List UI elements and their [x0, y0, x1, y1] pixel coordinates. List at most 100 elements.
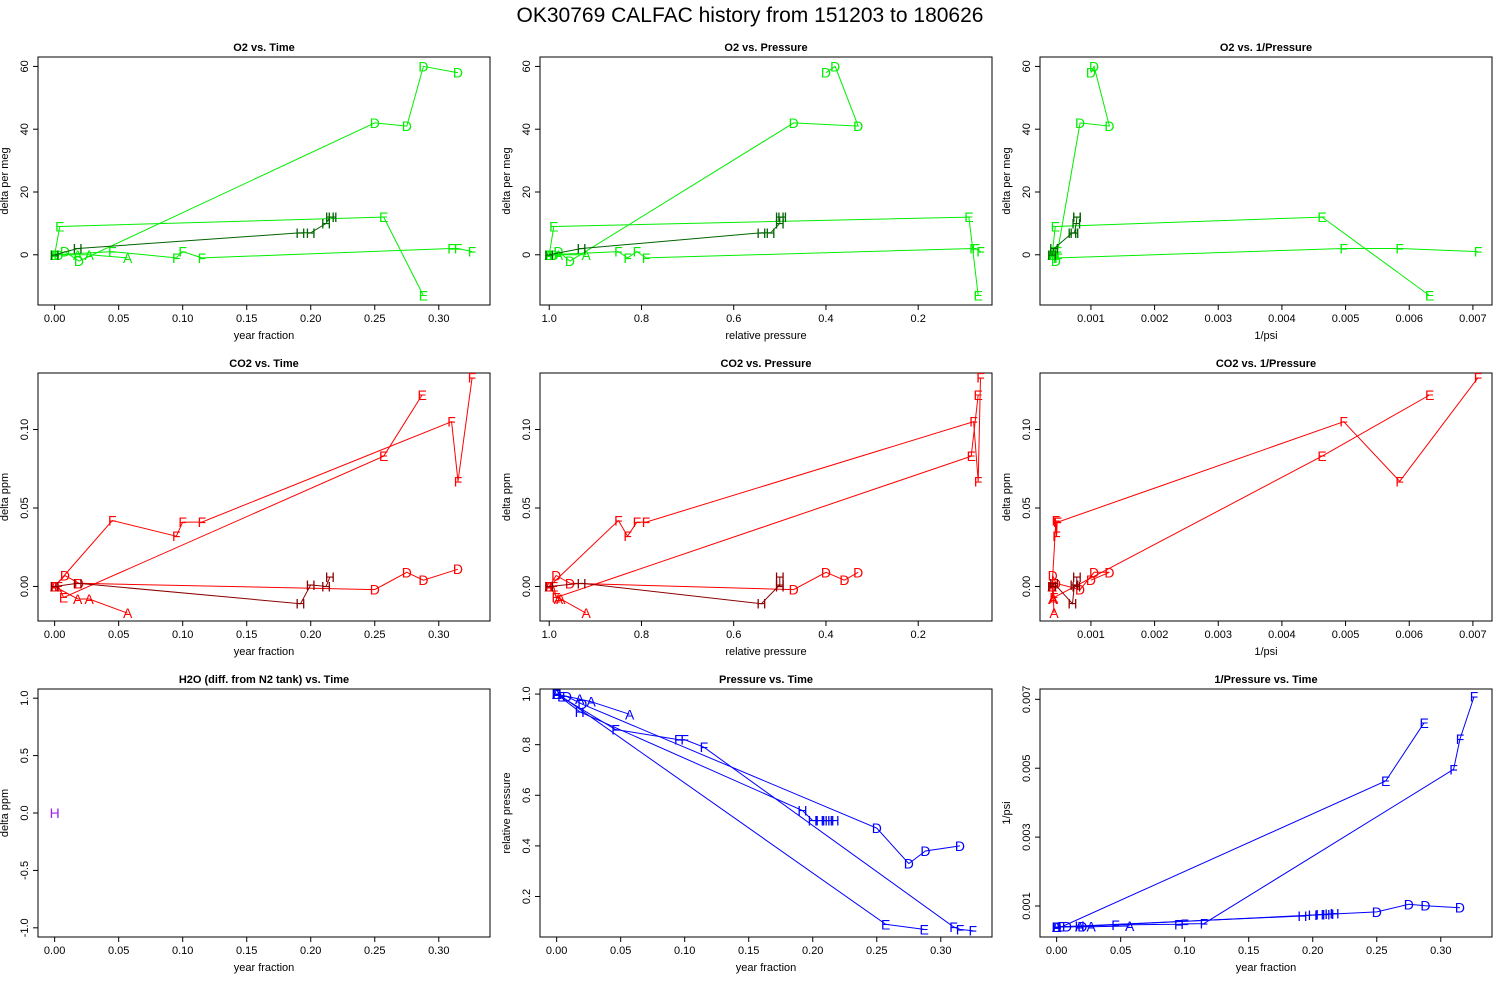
- data-point: D: [553, 244, 563, 260]
- data-point: H: [50, 805, 60, 821]
- data-point: H: [295, 596, 305, 612]
- data-point: D: [418, 58, 428, 74]
- x-tick-label: 0.006: [1395, 629, 1423, 641]
- data-point: D: [1049, 244, 1059, 260]
- data-point: H: [50, 247, 60, 263]
- data-point: H: [544, 578, 554, 594]
- data-point: H: [775, 209, 785, 225]
- data-point: F: [447, 240, 456, 256]
- data-point: A: [73, 247, 83, 263]
- data-point: F: [956, 921, 965, 937]
- x-tick-label: 0.20: [300, 945, 321, 957]
- series-line: [556, 693, 973, 932]
- data-point: E: [919, 921, 928, 937]
- series-line: [1056, 696, 1475, 928]
- x-axis-label: year fraction: [234, 646, 295, 658]
- y-axis-label: delta per meg: [0, 147, 11, 214]
- series-line: [54, 216, 424, 296]
- panel-o2-time: O2 vs. Time 0.00 0.05 0.10 0.15 0.20 0.25 0.30 0…: [0, 42, 491, 342]
- series-H: H: [50, 805, 60, 821]
- y-tick-label: 0.005: [1021, 754, 1033, 782]
- y-tick-label: 60: [521, 60, 533, 72]
- data-point: D: [370, 582, 380, 598]
- y-tick-label: 0.5: [19, 748, 31, 763]
- series-line: [54, 216, 333, 256]
- data-point: F: [949, 919, 958, 935]
- panel-title: O2 vs. Time: [233, 42, 295, 54]
- data-point: F: [172, 250, 181, 266]
- series-line: [1051, 217, 1078, 255]
- data-point: E: [552, 686, 561, 702]
- data-point: H: [1049, 240, 1059, 256]
- x-tick-label: 0.30: [428, 945, 449, 957]
- data-point: D: [1089, 564, 1099, 580]
- data-point: D: [453, 65, 463, 81]
- data-point: E: [549, 219, 558, 235]
- x-tick-label: 0.001: [1077, 313, 1105, 325]
- plot-frame: [539, 688, 993, 938]
- data-point: H: [321, 578, 331, 594]
- data-point: H: [73, 575, 83, 591]
- data-point: D: [1372, 904, 1382, 920]
- x-axis-label: year fraction: [736, 962, 797, 974]
- x-tick-label: 0.25: [364, 629, 385, 641]
- y-tick-label: 0.10: [521, 419, 533, 440]
- data-point: H: [820, 813, 830, 829]
- data-point: H: [325, 569, 335, 585]
- data-point: F: [178, 514, 187, 530]
- x-tick-label: 0.007: [1459, 313, 1487, 325]
- x-tick-label: 0.30: [1430, 945, 1451, 957]
- series-line: [1051, 577, 1078, 605]
- x-tick-label: 0.00: [44, 629, 65, 641]
- data-point: F: [1395, 473, 1404, 489]
- y-tick-label: 0.001: [1021, 892, 1033, 920]
- x-tick-label: 0.05: [610, 945, 631, 957]
- x-tick-label: 0.25: [866, 945, 887, 957]
- y-axis-label: relative pressure: [501, 772, 513, 853]
- data-point: D: [1086, 65, 1096, 81]
- data-point: F: [633, 244, 642, 260]
- panel-title: CO2 vs. Time: [229, 358, 299, 370]
- data-point: F: [468, 370, 477, 386]
- data-point: A: [575, 691, 585, 707]
- series-line: [556, 693, 961, 865]
- x-tick-label: 0.05: [108, 313, 129, 325]
- series-line: [54, 65, 459, 262]
- x-tick-label: 0.10: [172, 313, 193, 325]
- data-point: H: [1315, 907, 1325, 923]
- data-point: D: [1051, 253, 1061, 269]
- panel-co2-time: CO2 vs. Time 0.00 0.05 0.10 0.15 0.20 0.25 0.30…: [0, 358, 491, 658]
- series-line: [54, 377, 473, 587]
- data-point: D: [789, 582, 799, 598]
- x-axis-label: year fraction: [234, 962, 295, 974]
- data-point: F: [1474, 244, 1483, 260]
- panel-pressure-time: Pressure vs. Time 0.00 0.05 0.10 0.15 0.20 0.2…: [501, 674, 993, 974]
- x-tick-label: 0.002: [1141, 313, 1169, 325]
- data-point: A: [1125, 918, 1135, 934]
- y-axis-label: delta per meg: [1001, 147, 1013, 214]
- data-point: E: [1419, 715, 1428, 731]
- series-line: [548, 586, 587, 614]
- y-tick-label: 0.05: [1021, 497, 1033, 518]
- data-point: A: [581, 247, 591, 263]
- data-point: F: [976, 244, 985, 260]
- y-tick-label: 0.10: [1021, 419, 1033, 440]
- data-point: F: [972, 240, 981, 256]
- data-point: F: [623, 528, 632, 544]
- data-point: E: [1317, 209, 1326, 225]
- x-tick-label: 0.15: [1238, 945, 1259, 957]
- y-tick-label: 0.00: [19, 576, 31, 597]
- data-point: H: [1324, 906, 1334, 922]
- x-tick-label: 0.15: [236, 945, 257, 957]
- plot-frame: [37, 688, 491, 938]
- x-axis-label: relative pressure: [725, 646, 806, 658]
- data-point: D: [1420, 898, 1430, 914]
- x-axis-label: relative pressure: [725, 330, 806, 342]
- y-tick-label: -0.5: [19, 861, 31, 880]
